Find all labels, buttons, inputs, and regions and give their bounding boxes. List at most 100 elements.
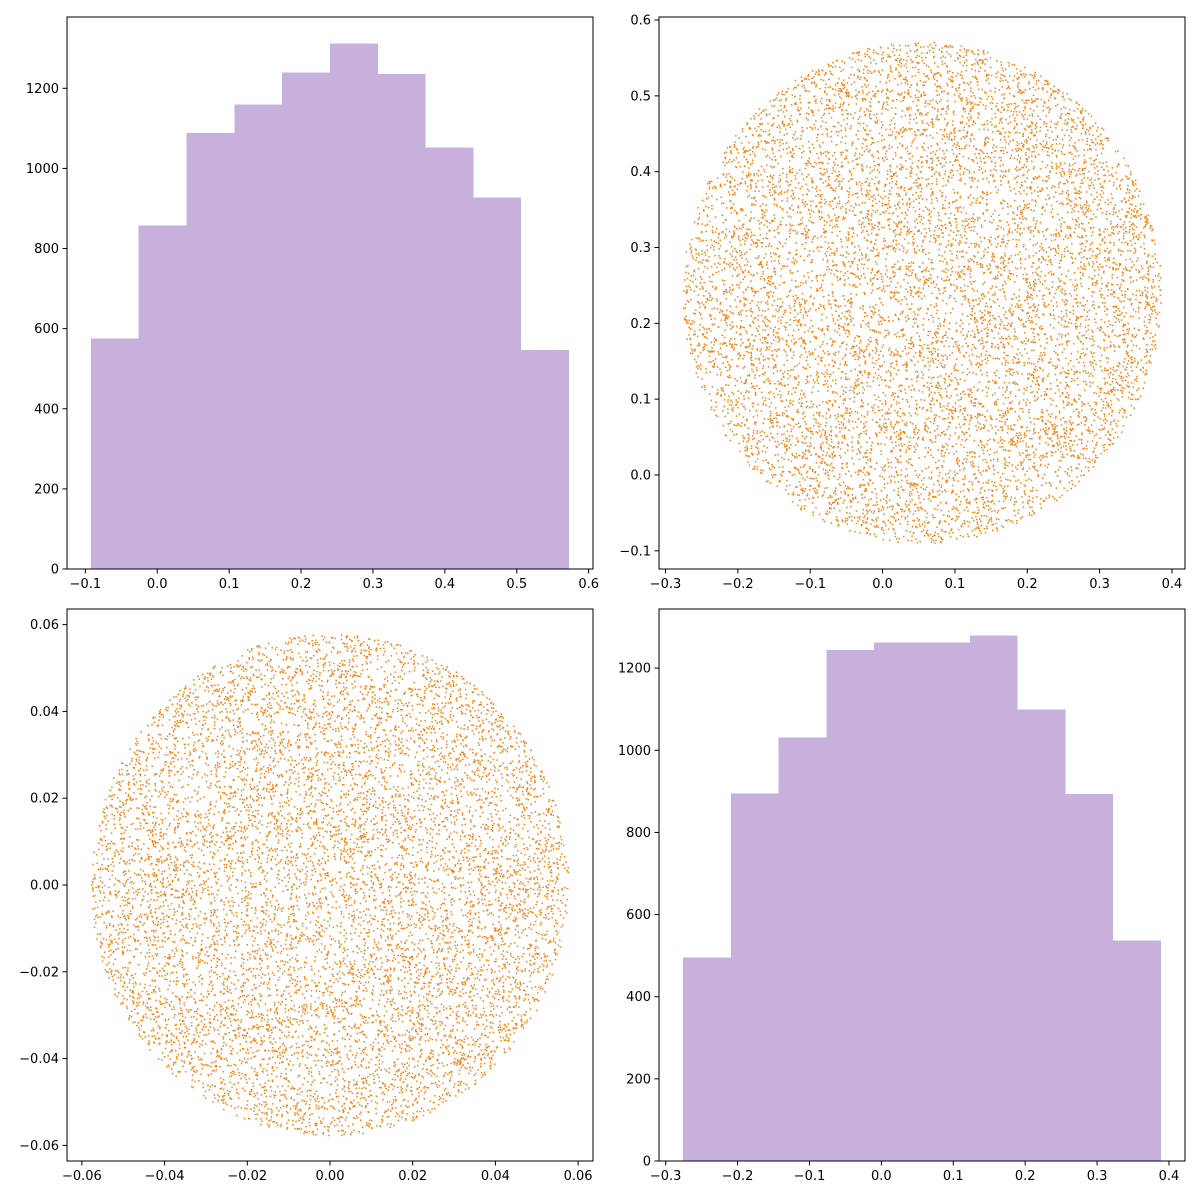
scatter-point	[1076, 317, 1078, 319]
scatter-point	[1006, 324, 1009, 327]
scatter-point	[868, 48, 871, 50]
scatter-point	[865, 195, 868, 197]
scatter-point	[763, 445, 765, 447]
scatter-point	[1096, 279, 1098, 282]
scatter-point	[795, 444, 797, 446]
scatter-point	[1106, 382, 1109, 384]
scatter-point	[748, 167, 750, 169]
scatter-point	[1125, 175, 1127, 177]
scatter-point	[937, 65, 939, 68]
scatter-point	[1146, 344, 1148, 346]
scatter-point	[870, 523, 872, 525]
scatter-point	[1063, 326, 1065, 328]
scatter-point	[1150, 285, 1153, 288]
scatter-point	[1107, 289, 1110, 291]
scatter-point	[765, 349, 767, 351]
scatter-point	[740, 344, 742, 347]
scatter-point	[1013, 120, 1016, 122]
scatter-point	[990, 74, 993, 77]
scatter-point	[783, 123, 786, 126]
scatter-point	[885, 246, 888, 248]
scatter-point	[871, 200, 874, 202]
scatter-point	[743, 156, 745, 158]
scatter-point	[989, 311, 991, 314]
scatter-point	[844, 493, 846, 495]
scatter-point	[770, 255, 773, 258]
scatter-point	[1093, 187, 1095, 189]
scatter-point	[901, 186, 903, 188]
scatter-point	[1033, 335, 1036, 338]
scatter-point	[824, 151, 826, 153]
scatter-point	[687, 300, 690, 303]
scatter-point	[944, 530, 946, 533]
scatter-point	[976, 389, 979, 392]
scatter-point	[918, 55, 921, 57]
scatter-point	[896, 354, 898, 356]
scatter-point	[990, 518, 993, 520]
scatter-point	[1084, 466, 1087, 468]
scatter-point	[1104, 418, 1107, 420]
scatter-point	[1111, 197, 1113, 200]
scatter-point	[890, 43, 893, 46]
scatter-point	[845, 212, 847, 214]
scatter-point	[1030, 192, 1033, 194]
scatter-point	[826, 328, 828, 330]
scatter-point	[778, 306, 781, 309]
scatter-point	[1036, 313, 1038, 316]
scatter-point	[975, 501, 978, 504]
scatter-point	[993, 317, 995, 320]
scatter-point	[970, 117, 972, 120]
scatter-point	[1097, 385, 1099, 388]
scatter-point	[896, 511, 898, 514]
scatter-point	[1058, 412, 1061, 414]
scatter-point	[1131, 362, 1134, 365]
scatter-point	[961, 439, 963, 441]
scatter-point	[907, 209, 909, 211]
scatter-point	[736, 188, 738, 191]
scatter-point	[1112, 213, 1114, 216]
scatter-point	[875, 518, 877, 520]
scatter-point	[1082, 305, 1085, 307]
scatter-point	[921, 222, 924, 225]
scatter-point	[1005, 118, 1007, 121]
scatter-point	[865, 503, 867, 506]
scatter-point	[843, 263, 846, 265]
scatter-point	[1034, 225, 1037, 228]
scatter-point	[929, 212, 931, 215]
scatter-point	[739, 299, 742, 302]
scatter-point	[936, 386, 939, 389]
scatter-point	[918, 216, 920, 218]
scatter-point	[884, 413, 887, 415]
scatter-point	[1089, 184, 1092, 187]
scatter-point	[741, 208, 743, 210]
scatter-point	[768, 467, 771, 470]
scatter-point	[956, 257, 958, 259]
x-axis: −0.1 0.0 0.1 0.2 0.3 0.4 0.5 0.6	[70, 569, 599, 592]
scatter-point	[737, 422, 739, 425]
scatter-point	[894, 520, 897, 522]
scatter-point	[1007, 224, 1010, 226]
scatter-point	[804, 449, 807, 451]
scatter-point	[1044, 146, 1046, 149]
scatter-point	[765, 245, 767, 248]
scatter-point	[918, 184, 921, 187]
scatter-point	[933, 78, 936, 80]
scatter-point	[1033, 423, 1035, 425]
scatter-point	[908, 441, 911, 443]
scatter-point	[859, 278, 861, 280]
scatter-point	[1112, 229, 1115, 231]
scatter-point	[1119, 313, 1122, 316]
scatter-point	[805, 236, 807, 238]
scatter-point	[1018, 143, 1020, 145]
scatter-point	[817, 390, 819, 392]
scatter-point	[916, 376, 919, 378]
scatter-point	[1056, 103, 1059, 106]
scatter-point	[1134, 183, 1137, 185]
scatter-point	[1007, 275, 1010, 277]
scatter-point	[958, 495, 960, 498]
scatter-point	[855, 181, 858, 184]
scatter-point	[970, 115, 972, 118]
scatter-point	[1103, 413, 1106, 415]
scatter-point	[891, 181, 894, 183]
scatter-point	[760, 260, 762, 263]
